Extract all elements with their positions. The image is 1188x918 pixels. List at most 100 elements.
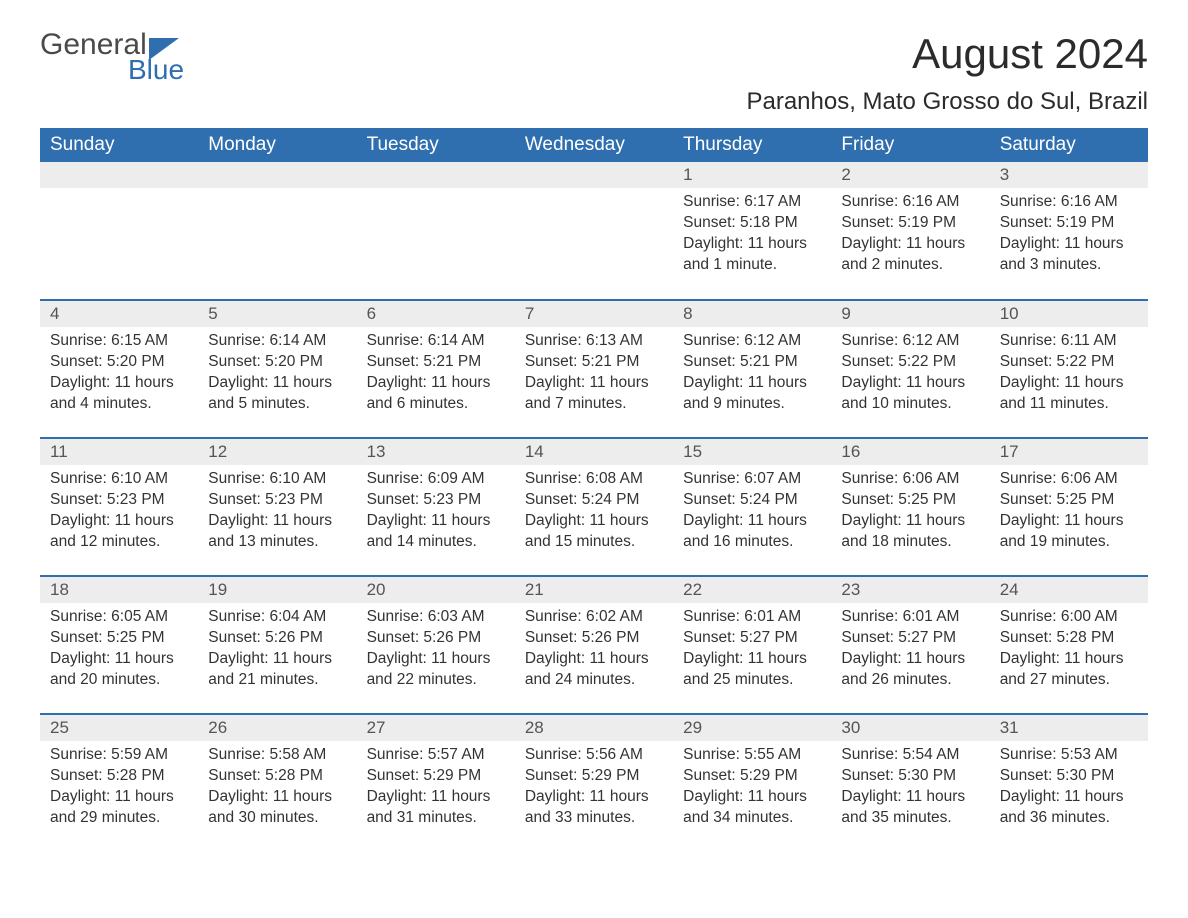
sunset-text: Sunset: 5:28 PM bbox=[50, 766, 188, 787]
sunset-text: Sunset: 5:26 PM bbox=[208, 628, 346, 649]
col-header-sun: Sunday bbox=[40, 128, 198, 162]
sunrise-text: Sunrise: 6:15 AM bbox=[50, 331, 188, 352]
day-number: 23 bbox=[831, 577, 989, 603]
sunset-text: Sunset: 5:25 PM bbox=[1000, 490, 1138, 511]
sunset-text: Sunset: 5:25 PM bbox=[50, 628, 188, 649]
day-body: Sunrise: 6:10 AMSunset: 5:23 PMDaylight:… bbox=[198, 465, 356, 561]
calendar-header-row: Sunday Monday Tuesday Wednesday Thursday… bbox=[40, 128, 1148, 162]
daylight-text: Daylight: 11 hours and 14 minutes. bbox=[367, 511, 505, 553]
sunrise-text: Sunrise: 6:09 AM bbox=[367, 469, 505, 490]
sunrise-text: Sunrise: 6:12 AM bbox=[841, 331, 979, 352]
sunset-text: Sunset: 5:21 PM bbox=[683, 352, 821, 373]
sunrise-text: Sunrise: 6:08 AM bbox=[525, 469, 663, 490]
sunrise-text: Sunrise: 6:16 AM bbox=[841, 192, 979, 213]
sunset-text: Sunset: 5:21 PM bbox=[367, 352, 505, 373]
sunset-text: Sunset: 5:30 PM bbox=[841, 766, 979, 787]
calendar-day-cell: 29Sunrise: 5:55 AMSunset: 5:29 PMDayligh… bbox=[673, 714, 831, 852]
calendar-day-cell: 14 Sunrise: 6:08 AMSunset: 5:24 PMDayligh… bbox=[515, 438, 673, 576]
day-number: 21 bbox=[515, 577, 673, 603]
daylight-text: Daylight: 11 hours and 16 minutes. bbox=[683, 511, 821, 553]
day-number: 3 bbox=[990, 162, 1148, 188]
day-body: Sunrise: 6:02 AMSunset: 5:26 PMDaylight:… bbox=[515, 603, 673, 699]
sunset-text: Sunset: 5:26 PM bbox=[367, 628, 505, 649]
daylight-text: Daylight: 11 hours and 30 minutes. bbox=[208, 787, 346, 829]
daylight-text: Daylight: 11 hours and 19 minutes. bbox=[1000, 511, 1138, 553]
day-number: 4 bbox=[40, 301, 198, 327]
day-number: 22 bbox=[673, 577, 831, 603]
sunset-text: Sunset: 5:29 PM bbox=[367, 766, 505, 787]
day-body: Sunrise: 6:06 AMSunset: 5:25 PMDaylight:… bbox=[990, 465, 1148, 561]
calendar-day-cell: 5Sunrise: 6:14 AMSunset: 5:20 PMDaylight… bbox=[198, 300, 356, 438]
sunset-text: Sunset: 5:23 PM bbox=[367, 490, 505, 511]
day-body: Sunrise: 6:07 AMSunset: 5:24 PMDaylight:… bbox=[673, 465, 831, 561]
day-number: 27 bbox=[357, 715, 515, 741]
sunrise-text: Sunrise: 6:03 AM bbox=[367, 607, 505, 628]
day-body: Sunrise: 5:53 AMSunset: 5:30 PMDaylight:… bbox=[990, 741, 1148, 837]
calendar-day-cell bbox=[198, 162, 356, 300]
day-body: Sunrise: 6:05 AMSunset: 5:25 PMDaylight:… bbox=[40, 603, 198, 699]
calendar-day-cell: 13Sunrise: 6:09 AMSunset: 5:23 PMDayligh… bbox=[357, 438, 515, 576]
header: General Blue August 2024 bbox=[40, 30, 1148, 84]
sunrise-text: Sunrise: 6:01 AM bbox=[841, 607, 979, 628]
sunset-text: Sunset: 5:19 PM bbox=[1000, 213, 1138, 234]
day-number: 16 bbox=[831, 439, 989, 465]
day-number: 6 bbox=[357, 301, 515, 327]
calendar-day-cell: 6Sunrise: 6:14 AMSunset: 5:21 PMDaylight… bbox=[357, 300, 515, 438]
daylight-text: Daylight: 11 hours and 33 minutes. bbox=[525, 787, 663, 829]
daylight-text: Daylight: 11 hours and 7 minutes. bbox=[525, 373, 663, 415]
daylight-text: Daylight: 11 hours and 34 minutes. bbox=[683, 787, 821, 829]
sunset-text: Sunset: 5:23 PM bbox=[50, 490, 188, 511]
day-number: 11 bbox=[40, 439, 198, 465]
sunrise-text: Sunrise: 6:00 AM bbox=[1000, 607, 1138, 628]
day-body: Sunrise: 5:59 AMSunset: 5:28 PMDaylight:… bbox=[40, 741, 198, 837]
daylight-text: Daylight: 11 hours and 15 minutes. bbox=[525, 511, 663, 553]
col-header-tue: Tuesday bbox=[357, 128, 515, 162]
day-body: Sunrise: 6:12 AMSunset: 5:21 PMDaylight:… bbox=[673, 327, 831, 423]
day-number: 14 bbox=[515, 439, 673, 465]
sunrise-text: Sunrise: 6:06 AM bbox=[841, 469, 979, 490]
sunrise-text: Sunrise: 6:04 AM bbox=[208, 607, 346, 628]
calendar-day-cell: 26 Sunrise: 5:58 AMSunset: 5:28 PMDayligh… bbox=[198, 714, 356, 852]
daylight-text: Daylight: 11 hours and 36 minutes. bbox=[1000, 787, 1138, 829]
day-body bbox=[40, 188, 198, 248]
daylight-text: Daylight: 11 hours and 11 minutes. bbox=[1000, 373, 1138, 415]
daylight-text: Daylight: 11 hours and 12 minutes. bbox=[50, 511, 188, 553]
sunrise-text: Sunrise: 5:58 AM bbox=[208, 745, 346, 766]
sunset-text: Sunset: 5:24 PM bbox=[525, 490, 663, 511]
daylight-text: Daylight: 11 hours and 4 minutes. bbox=[50, 373, 188, 415]
sunset-text: Sunset: 5:30 PM bbox=[1000, 766, 1138, 787]
sunrise-text: Sunrise: 5:55 AM bbox=[683, 745, 821, 766]
day-body: Sunrise: 6:00 AMSunset: 5:28 PMDaylight:… bbox=[990, 603, 1148, 699]
day-number: 24 bbox=[990, 577, 1148, 603]
day-number: 8 bbox=[673, 301, 831, 327]
day-number: 26 bbox=[198, 715, 356, 741]
sunset-text: Sunset: 5:28 PM bbox=[208, 766, 346, 787]
sunset-text: Sunset: 5:20 PM bbox=[50, 352, 188, 373]
sunset-text: Sunset: 5:26 PM bbox=[525, 628, 663, 649]
day-number: 15 bbox=[673, 439, 831, 465]
col-header-wed: Wednesday bbox=[515, 128, 673, 162]
day-body: Sunrise: 6:11 AMSunset: 5:22 PMDaylight:… bbox=[990, 327, 1148, 423]
calendar-day-cell: 25Sunrise: 5:59 AMSunset: 5:28 PMDayligh… bbox=[40, 714, 198, 852]
daylight-text: Daylight: 11 hours and 9 minutes. bbox=[683, 373, 821, 415]
sunrise-text: Sunrise: 6:14 AM bbox=[367, 331, 505, 352]
calendar-day-cell: 8Sunrise: 6:12 AMSunset: 5:21 PMDaylight… bbox=[673, 300, 831, 438]
col-header-sat: Saturday bbox=[990, 128, 1148, 162]
calendar-day-cell: 17Sunrise: 6:06 AMSunset: 5:25 PMDayligh… bbox=[990, 438, 1148, 576]
day-number: 7 bbox=[515, 301, 673, 327]
day-number: 18 bbox=[40, 577, 198, 603]
sunrise-text: Sunrise: 6:02 AM bbox=[525, 607, 663, 628]
calendar-day-cell: 19Sunrise: 6:04 AMSunset: 5:26 PMDayligh… bbox=[198, 576, 356, 714]
sunrise-text: Sunrise: 5:57 AM bbox=[367, 745, 505, 766]
sunset-text: Sunset: 5:22 PM bbox=[1000, 352, 1138, 373]
sunset-text: Sunset: 5:22 PM bbox=[841, 352, 979, 373]
calendar-day-cell: 9Sunrise: 6:12 AMSunset: 5:22 PMDaylight… bbox=[831, 300, 989, 438]
day-number: 17 bbox=[990, 439, 1148, 465]
sunset-text: Sunset: 5:23 PM bbox=[208, 490, 346, 511]
day-body: Sunrise: 5:57 AMSunset: 5:29 PMDaylight:… bbox=[357, 741, 515, 837]
daylight-text: Daylight: 11 hours and 22 minutes. bbox=[367, 649, 505, 691]
calendar-day-cell: 21Sunrise: 6:02 AMSunset: 5:26 PMDayligh… bbox=[515, 576, 673, 714]
sunrise-text: Sunrise: 6:05 AM bbox=[50, 607, 188, 628]
day-body bbox=[357, 188, 515, 248]
sunrise-text: Sunrise: 6:10 AM bbox=[208, 469, 346, 490]
